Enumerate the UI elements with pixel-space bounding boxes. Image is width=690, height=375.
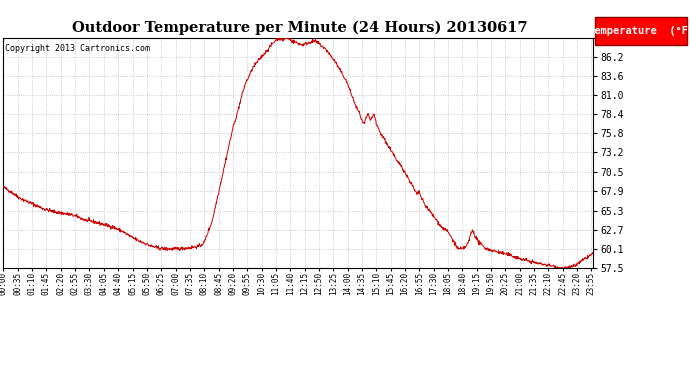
Text: Outdoor Temperature per Minute (24 Hours) 20130617: Outdoor Temperature per Minute (24 Hours… bbox=[72, 21, 528, 35]
Text: Copyright 2013 Cartronics.com: Copyright 2013 Cartronics.com bbox=[5, 44, 150, 53]
Text: Temperature  (°F): Temperature (°F) bbox=[588, 26, 690, 36]
